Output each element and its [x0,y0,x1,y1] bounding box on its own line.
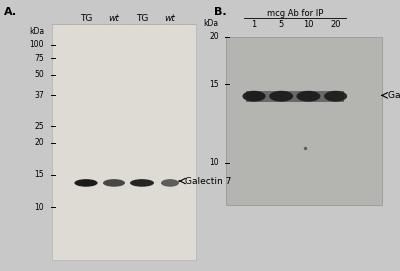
Text: 75: 75 [34,54,44,63]
Text: 10: 10 [209,158,219,167]
Ellipse shape [242,91,266,102]
Text: Galectin 7: Galectin 7 [185,176,232,186]
Ellipse shape [161,179,179,187]
Text: 15: 15 [34,170,44,179]
Text: Galectin 7: Galectin 7 [388,91,400,100]
Text: A.: A. [4,7,17,17]
Text: kDa: kDa [29,27,44,36]
Bar [226,37,382,205]
Ellipse shape [324,91,347,102]
Text: 10: 10 [303,20,314,29]
Text: 5: 5 [278,20,284,29]
Bar [246,91,344,102]
Text: 37: 37 [34,91,44,100]
Text: wt: wt [108,14,120,22]
Text: 20: 20 [330,20,341,29]
Text: 10: 10 [34,203,44,212]
Text: kDa: kDa [204,19,219,28]
Ellipse shape [74,179,98,187]
Ellipse shape [130,179,154,187]
Text: wt: wt [164,14,176,22]
Text: 15: 15 [209,79,219,89]
Text: 1: 1 [251,20,257,29]
Ellipse shape [269,91,293,102]
Ellipse shape [103,179,125,187]
Text: 20: 20 [34,138,44,147]
Text: TG: TG [80,14,92,22]
Text: B.: B. [214,7,227,17]
Text: 50: 50 [34,70,44,79]
Text: TG: TG [136,14,148,22]
Text: 20: 20 [209,32,219,41]
Ellipse shape [296,91,320,102]
Bar [52,24,196,260]
Text: 25: 25 [34,121,44,131]
Text: 100: 100 [30,40,44,49]
Text: mcg Ab for IP: mcg Ab for IP [267,9,323,18]
